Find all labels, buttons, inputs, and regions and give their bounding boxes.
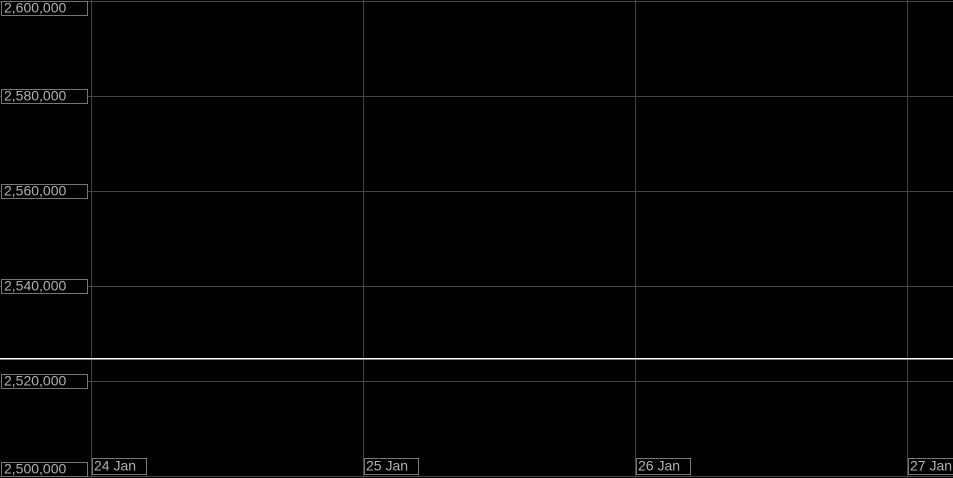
y-tick-label: 2,520,000 bbox=[4, 373, 66, 389]
x-tick-label: 26 Jan bbox=[638, 458, 680, 474]
x-tick-label: 24 Jan bbox=[94, 458, 136, 474]
y-tick-label: 2,600,000 bbox=[4, 0, 66, 16]
x-tick-label: 27 Jan bbox=[910, 458, 952, 474]
y-tick-label: 2,500,000 bbox=[4, 461, 66, 477]
y-tick-box bbox=[1, 279, 88, 294]
y-tick-label: 2,580,000 bbox=[4, 88, 66, 104]
x-tick-box bbox=[908, 458, 953, 475]
y-tick-box bbox=[1, 89, 88, 104]
y-tick-label: 2,560,000 bbox=[4, 183, 66, 199]
y-tick-box bbox=[1, 184, 88, 199]
x-tick-box bbox=[92, 458, 147, 475]
x-tick-box bbox=[636, 458, 691, 475]
y-tick-box bbox=[1, 374, 88, 389]
x-tick-box bbox=[364, 458, 419, 475]
y-tick-box bbox=[1, 462, 88, 477]
x-tick-label: 25 Jan bbox=[366, 458, 408, 474]
y-tick-box bbox=[1, 1, 88, 16]
y-tick-label: 2,540,000 bbox=[4, 278, 66, 294]
